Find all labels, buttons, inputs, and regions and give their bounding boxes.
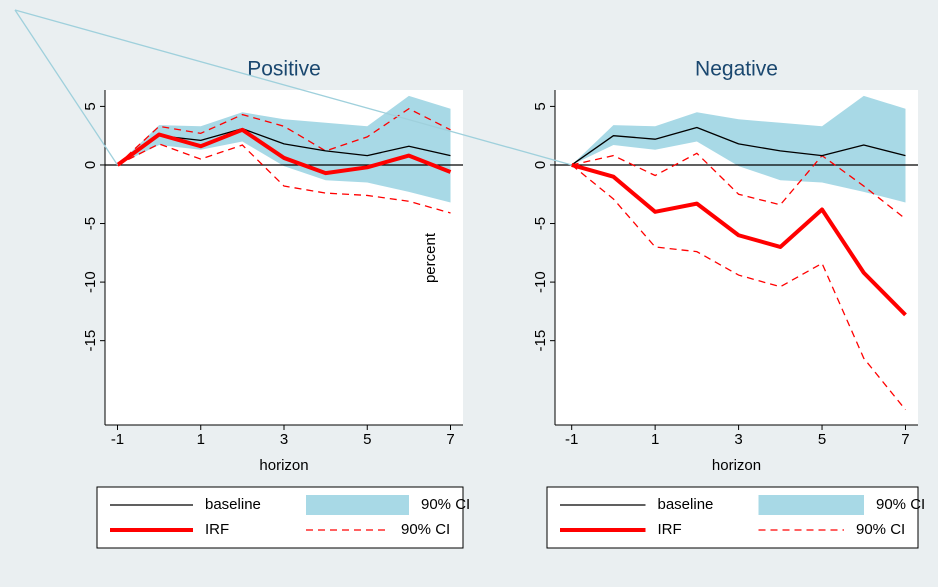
x-axis-label: horizon: [712, 457, 761, 474]
x-tick-label: 3: [734, 431, 742, 448]
y-tick-label: 0: [532, 161, 549, 169]
x-tick-label: 5: [363, 431, 371, 448]
callout-line: [14, 9, 572, 166]
ci-line: [117, 143, 451, 214]
legend-label: baseline: [658, 496, 714, 513]
ci-line: [117, 107, 451, 166]
ci-band: [117, 95, 451, 203]
ci-line: [571, 164, 906, 411]
legend-label: IRF: [205, 521, 229, 538]
y-tick-label: -15: [82, 330, 99, 352]
callout-line: [14, 9, 119, 166]
legend-swatch: [306, 495, 409, 515]
series-line: [571, 126, 906, 166]
x-tick-label: 1: [651, 431, 659, 448]
legend-label: 90% CI: [421, 496, 470, 513]
x-tick-label: 3: [280, 431, 288, 448]
ci-line: [571, 152, 906, 220]
series-line: [116, 127, 452, 176]
x-tick-label: 1: [197, 431, 205, 448]
legend-label: 90% CI: [856, 521, 905, 538]
y-tick-label: 5: [532, 102, 549, 110]
y-axis-label: percent: [422, 232, 439, 283]
legend-label: 90% CI: [401, 521, 450, 538]
y-tick-label: 0: [82, 161, 99, 169]
y-tick-label: -15: [532, 330, 549, 352]
series-line: [571, 163, 907, 317]
ci-band: [571, 95, 906, 203]
legend-swatch: [758, 495, 864, 515]
x-tick-label: -1: [111, 431, 124, 448]
chart-title: Negative: [695, 58, 778, 81]
x-tick-label: 7: [901, 431, 909, 448]
x-axis-label: horizon: [259, 457, 308, 474]
y-tick-label: -5: [532, 217, 549, 230]
legend-label: 90% CI: [876, 496, 925, 513]
legend-label: IRF: [658, 521, 682, 538]
x-tick-label: 5: [818, 431, 826, 448]
x-tick-label: -1: [565, 431, 578, 448]
y-tick-label: -5: [82, 217, 99, 230]
legend-label: baseline: [205, 496, 261, 513]
y-tick-label: -10: [532, 271, 549, 293]
chart-title: Positive: [247, 58, 321, 81]
x-tick-label: 7: [446, 431, 454, 448]
y-tick-label: -10: [82, 271, 99, 293]
y-tick-label: 5: [82, 102, 99, 110]
